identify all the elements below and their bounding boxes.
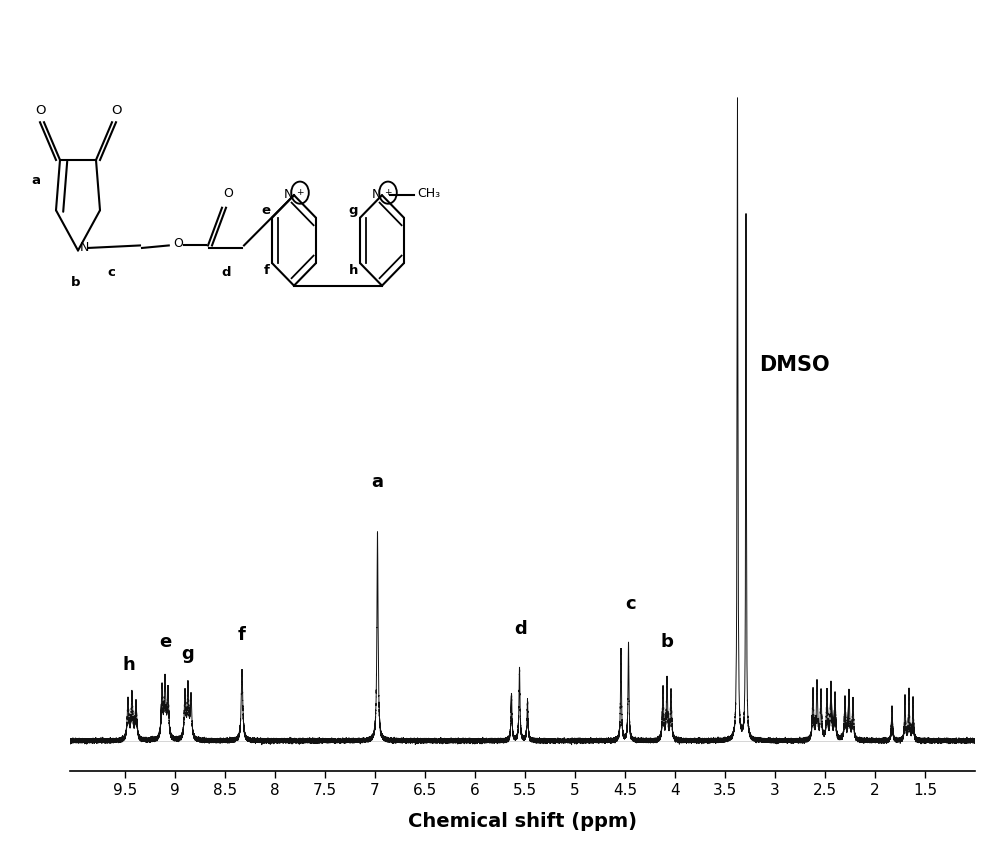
X-axis label: Chemical shift (ppm): Chemical shift (ppm) (408, 812, 637, 831)
Text: g: g (182, 644, 194, 662)
Text: e: e (159, 632, 171, 650)
Text: CH₃: CH₃ (417, 187, 440, 201)
Text: N: N (371, 188, 381, 201)
Text: N: N (80, 242, 89, 255)
Text: e: e (261, 204, 270, 217)
Text: +: + (384, 189, 392, 197)
Text: g: g (349, 204, 358, 217)
Text: c: c (107, 266, 115, 279)
Text: f: f (264, 264, 270, 277)
Text: c: c (626, 595, 636, 613)
Text: h: h (349, 264, 358, 277)
Text: a: a (31, 174, 40, 187)
Text: b: b (661, 632, 673, 650)
Text: b: b (71, 276, 81, 289)
Text: O: O (35, 105, 45, 117)
Text: N: N (283, 188, 293, 201)
Text: O: O (223, 187, 233, 201)
Text: DMSO: DMSO (759, 355, 830, 375)
Text: h: h (123, 656, 135, 674)
Text: d: d (515, 620, 527, 638)
Text: d: d (221, 266, 231, 279)
Text: O: O (111, 105, 121, 117)
Text: +: + (296, 189, 304, 197)
Text: f: f (238, 626, 246, 644)
Text: O: O (173, 237, 183, 250)
Text: a: a (371, 473, 383, 491)
